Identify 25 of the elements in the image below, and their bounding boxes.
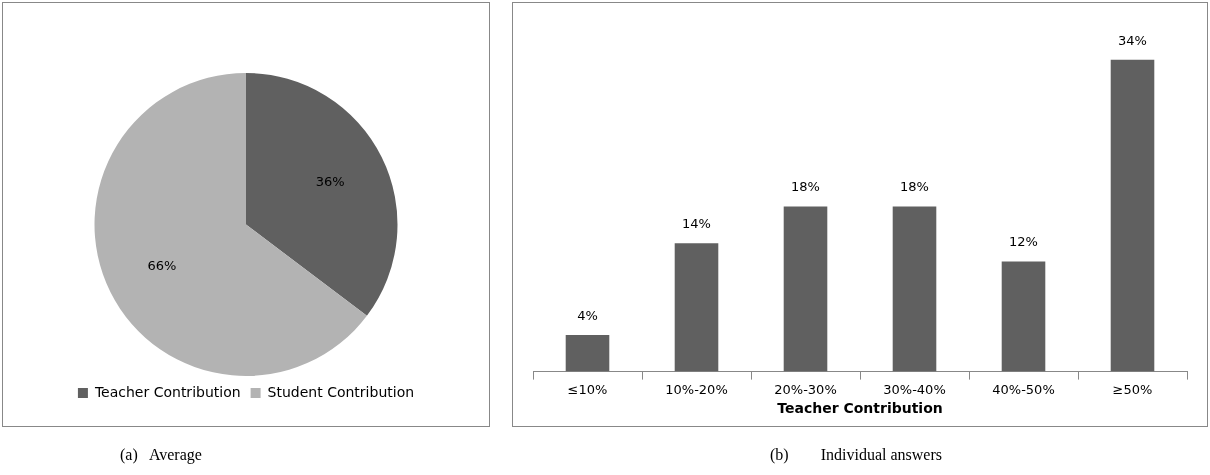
x-tick-label: 20%-30% bbox=[774, 381, 837, 397]
data-label: 18% bbox=[791, 179, 820, 195]
text: (a) Average bbox=[120, 446, 202, 464]
text: (b) Individual answers bbox=[770, 446, 942, 464]
x-axis-title: Teacher Contribution bbox=[777, 400, 943, 417]
data-label: 18% bbox=[900, 179, 929, 195]
bar bbox=[674, 243, 719, 372]
bar bbox=[1110, 59, 1155, 372]
bar bbox=[892, 206, 937, 372]
x-tick-label: ≤10% bbox=[567, 381, 608, 397]
bar bbox=[1001, 261, 1046, 372]
legend-label: Teacher Contribution bbox=[93, 383, 241, 400]
data-label: 36% bbox=[315, 174, 345, 190]
data-label: 66% bbox=[147, 257, 177, 273]
legend-label: Student Contribution bbox=[267, 383, 415, 400]
data-label: 12% bbox=[1009, 234, 1038, 250]
bar bbox=[565, 334, 610, 372]
data-label: 14% bbox=[682, 216, 711, 232]
x-tick-label: 30%-40% bbox=[883, 381, 946, 397]
data-label: 4% bbox=[577, 307, 598, 323]
x-tick-label: ≥50% bbox=[1112, 381, 1153, 397]
x-tick-label: 40%-50% bbox=[992, 381, 1055, 397]
data-label: 34% bbox=[1118, 32, 1147, 48]
bar bbox=[783, 206, 828, 372]
x-tick-label: 10%-20% bbox=[665, 381, 728, 397]
